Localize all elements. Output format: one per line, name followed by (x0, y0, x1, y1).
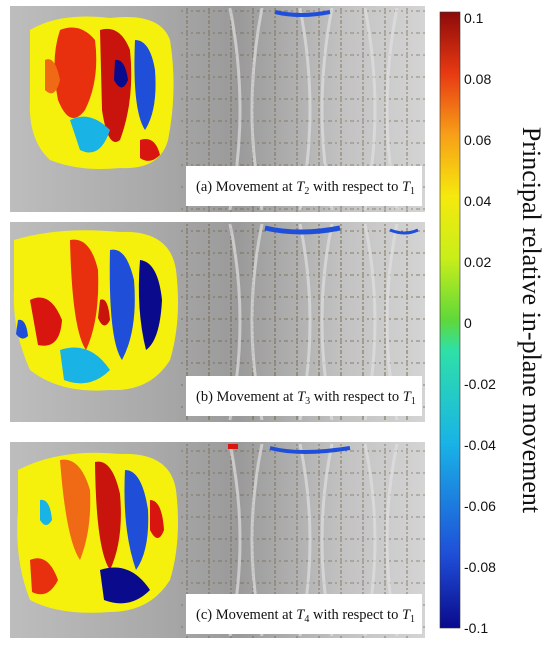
panel-c: (c) Movement at T4 with respect to T1 (10, 442, 425, 638)
panel-b-caption-box: (b) Movement at T3 with respect to T1 (186, 376, 422, 416)
colorbar-tick-label: -0.06 (464, 498, 496, 514)
colorbar-tick-label: -0.04 (464, 437, 496, 453)
panel-b: (b) Movement at T3 with respect to T1 (10, 222, 425, 422)
panel-a-strain-field (29, 16, 174, 169)
panel-a-caption: (a) Movement at T2 with respect to T1 (196, 179, 415, 197)
panel-c-caption: (c) Movement at T4 with respect to T1 (196, 607, 415, 625)
panel-c-top-edge-mark-red (228, 444, 238, 449)
colorbar-tick-label: 0.04 (464, 193, 491, 209)
colorbar-tick-label: 0 (464, 315, 472, 331)
colorbar-tick-label: 0.06 (464, 132, 491, 148)
panel-b-top-edge-mark-2 (389, 228, 419, 235)
colorbar: 0.1 0.08 0.06 0.04 0.02 0 -0.02 -0.04 -0.06 -0.08… (439, 10, 546, 636)
panel-a-top-edge-mark (274, 10, 331, 17)
panel-c-top-edge-mark (269, 446, 351, 454)
colorbar-tick-label: 0.02 (464, 254, 491, 270)
colorbar-ticks: 0.1 0.08 0.06 0.04 0.02 0 -0.02 -0.04 -0.06 -0.08… (464, 10, 496, 636)
panel-c-strain-field (17, 452, 179, 613)
colorbar-tick-label: -0.02 (464, 376, 496, 392)
colorbar-tick-label: -0.1 (464, 620, 488, 636)
panel-b-strain-field (13, 230, 178, 391)
panel-b-caption: (b) Movement at T3 with respect to T1 (196, 389, 416, 407)
colorbar-tick-label: 0.1 (464, 10, 484, 26)
panel-b-top-edge-mark (264, 225, 341, 235)
panel-a-caption-box: (a) Movement at T2 with respect to T1 (186, 166, 422, 206)
colorbar-tick-label: -0.08 (464, 559, 496, 575)
colorbar-gradient (439, 11, 461, 629)
panel-c-caption-box: (c) Movement at T4 with respect to T1 (186, 594, 422, 634)
colorbar-label: Principal relative in-plane movement (517, 127, 546, 514)
panel-a: (a) Movement at T2 with respect to T1 (10, 6, 425, 212)
colorbar-tick-label: 0.08 (464, 71, 491, 87)
